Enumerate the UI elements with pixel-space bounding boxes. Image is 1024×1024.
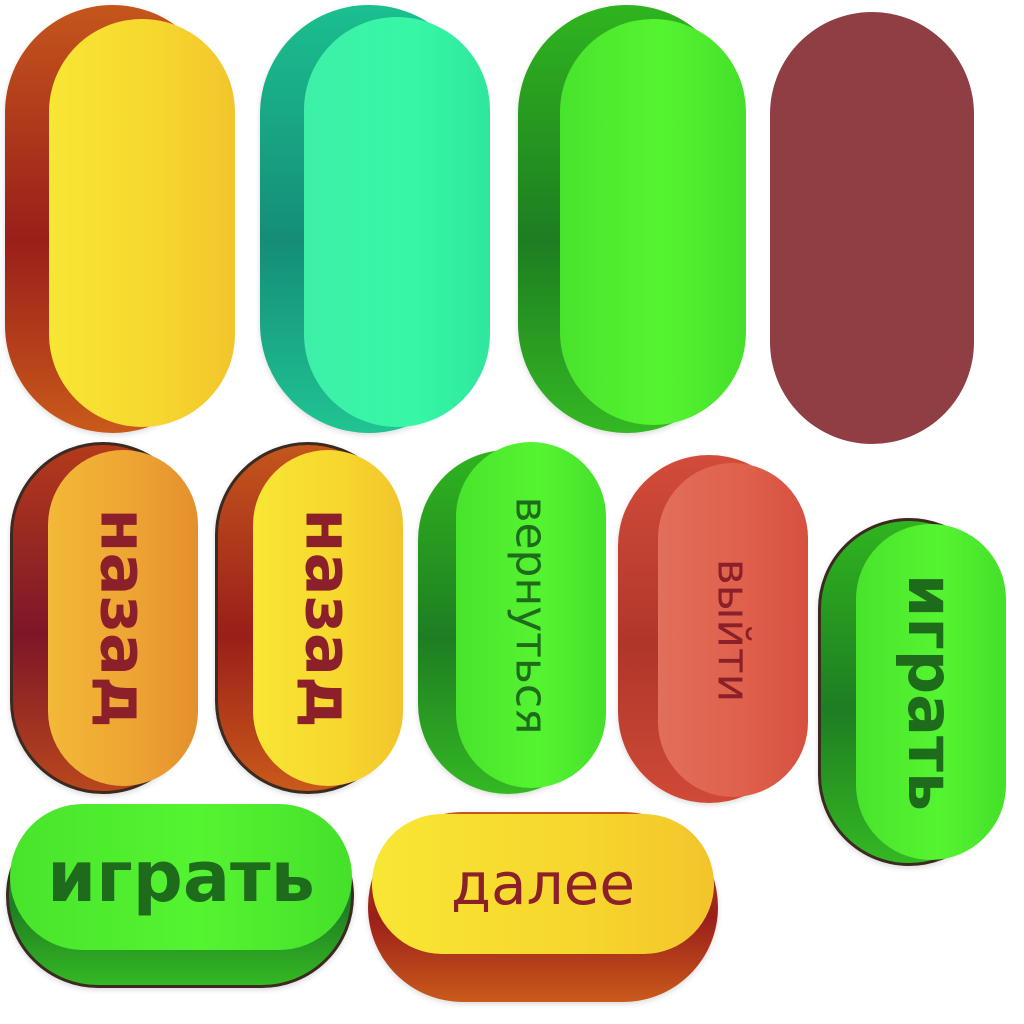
blank-pill-green[interactable] [518,5,748,435]
next-label: далее [450,850,636,918]
exit-label: выйти [707,558,759,702]
blank-pill-yellow[interactable] [5,5,235,435]
back-label: назад [291,508,365,728]
back-button-yellow[interactable]: назад [215,442,405,796]
back-label: назад [86,508,160,728]
next-button[interactable]: далее [368,812,718,1004]
play-label: играть [47,836,315,918]
play-label: играть [894,573,968,811]
return-label: вернуться [505,496,557,734]
play-button-horizontal[interactable]: играть [6,800,356,990]
back-button-orange[interactable]: назад [10,442,198,796]
return-button[interactable]: вернуться [418,442,606,796]
blank-pill-teal[interactable] [260,5,492,435]
blank-pill-maroon[interactable] [770,12,976,446]
play-button-vertical[interactable]: играть [818,518,1006,868]
exit-button[interactable]: выйти [618,455,808,805]
